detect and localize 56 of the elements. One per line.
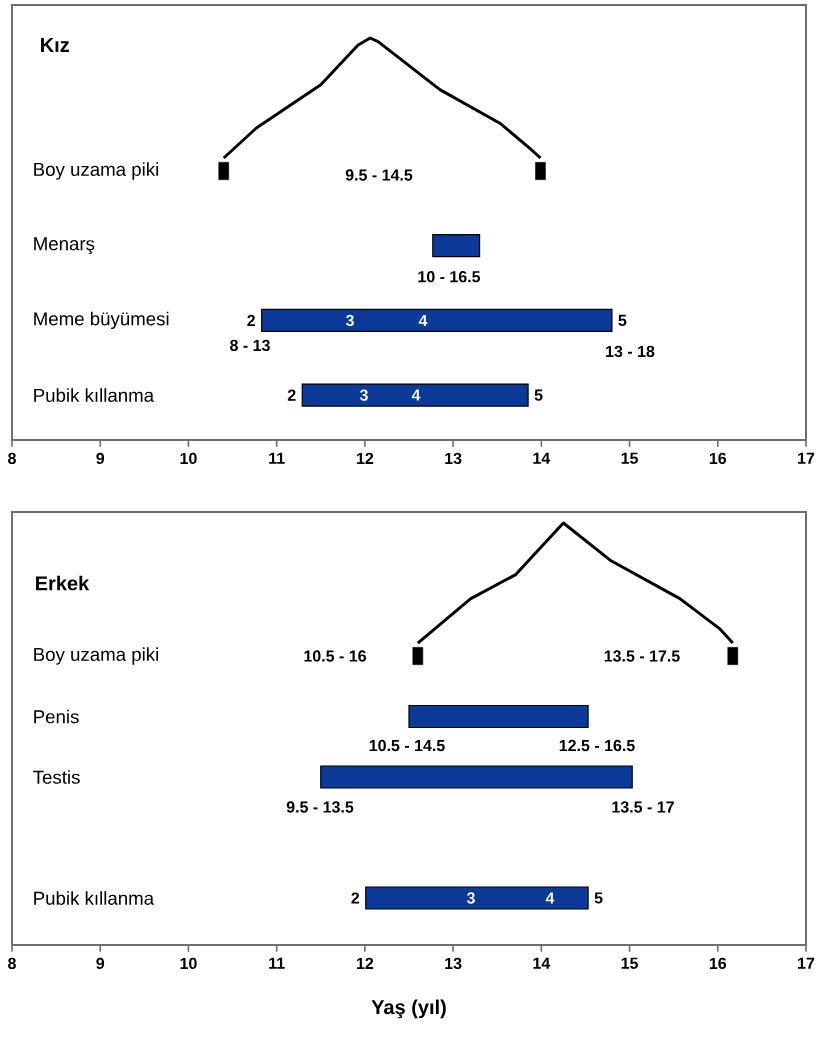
y-tick-label: Menarş — [34, 237, 95, 255]
annotation: 4 — [411, 389, 421, 401]
annotation: 2 — [351, 892, 360, 904]
y-tick-label: Meme büyümesi — [34, 311, 169, 330]
x-axis-title: Yaş (yıl) — [371, 999, 446, 1019]
annotation: 9.5 - 13.5 — [286, 801, 354, 813]
y-tick-label: Boy uzama piki — [34, 162, 158, 180]
y-tick-label: Pubik kıllanma — [34, 388, 155, 402]
annotation: 5 — [594, 892, 603, 904]
y-tick-label: Boy uzama piki — [34, 647, 158, 665]
annotation: 2 — [247, 314, 255, 326]
annotation: 4 — [418, 314, 428, 326]
chart-title: Kız — [41, 38, 69, 52]
x-tick-label: 15 — [621, 452, 638, 464]
annotation: 2 — [287, 389, 296, 401]
annotation: 9.5 - 14.5 — [345, 169, 413, 181]
x-tick-label: 11 — [269, 452, 285, 464]
annotation: 13.5 - 17 — [612, 801, 674, 813]
annotation: 13.5 - 17.5 — [604, 650, 680, 662]
annotation: 5 — [534, 389, 543, 401]
bar — [261, 308, 613, 333]
x-tick-label: 8 — [8, 957, 16, 970]
x-tick-label: 12 — [356, 452, 374, 464]
x-tick-label: 10 — [180, 957, 197, 970]
x-tick-label: 14 — [533, 452, 551, 464]
x-tick-label: 16 — [709, 452, 727, 465]
annotation: 8 - 13 — [230, 339, 270, 352]
x-tick-label: 15 — [621, 957, 638, 969]
annotation: 12.5 - 16.5 — [559, 739, 635, 752]
x-tick-label: 9 — [96, 957, 105, 970]
bar — [432, 234, 481, 258]
annotation: 3 — [359, 389, 368, 401]
y-tick-label: Testis — [33, 770, 80, 784]
x-tick-label: 9 — [96, 452, 105, 465]
annotation: 10.5 - 14.5 — [369, 739, 445, 752]
x-tick-label: 13 — [445, 452, 462, 465]
chart-title: Erkek — [36, 575, 90, 591]
y-tick-label: Pubik kıllanma — [34, 891, 155, 905]
annotation: 13 - 18 — [606, 345, 655, 358]
x-tick-label: 13 — [445, 957, 462, 970]
annotation: 3 — [345, 314, 354, 327]
y-tick-label: Penis — [34, 709, 79, 724]
annotation: 10 - 16.5 — [418, 271, 481, 283]
bar — [301, 383, 529, 407]
x-tick-label: 14 — [533, 957, 551, 969]
x-tick-label: 8 — [8, 452, 16, 465]
x-tick-label: 10 — [180, 452, 197, 465]
x-tick-label: 17 — [798, 452, 815, 464]
annotation: 10.5 - 16 — [304, 650, 366, 662]
x-tick-label: 16 — [709, 957, 727, 970]
annotation: 3 — [466, 892, 475, 904]
x-tick-label: 12 — [356, 957, 374, 969]
x-tick-label: 11 — [269, 957, 285, 969]
annotation: 5 — [618, 314, 627, 326]
x-tick-label: 17 — [798, 957, 815, 969]
annotation: 4 — [545, 892, 555, 904]
